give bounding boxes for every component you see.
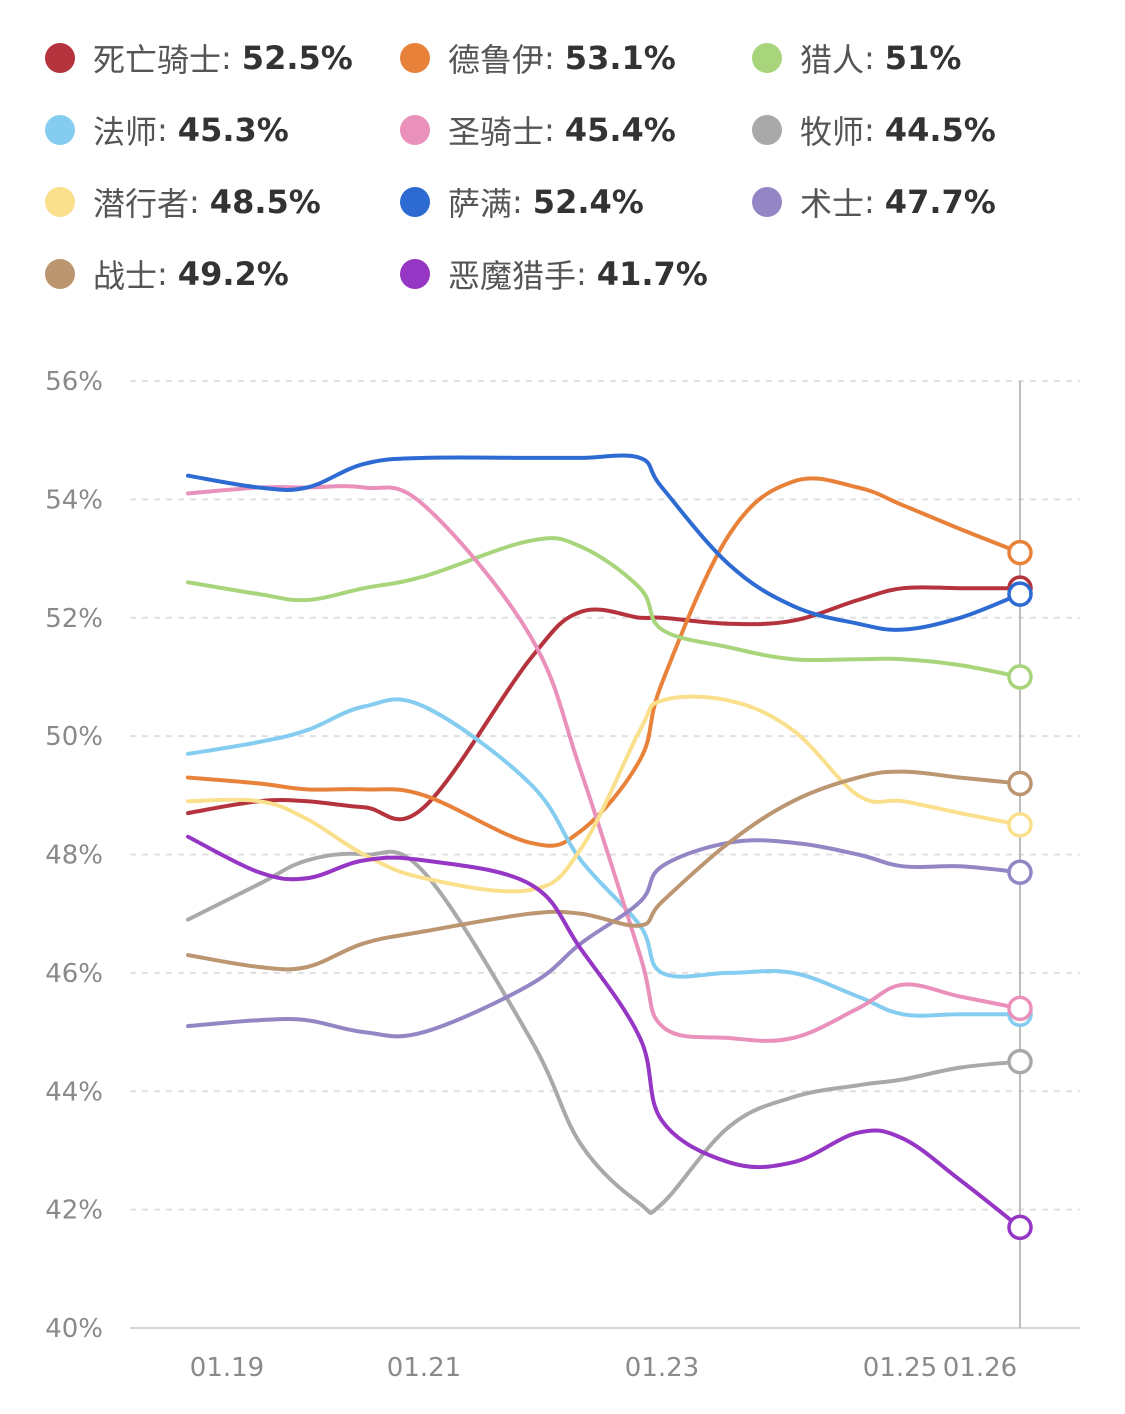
y-tick-label: 50% <box>45 722 103 752</box>
series-end-marker <box>1007 1214 1033 1241</box>
legend-separator: : <box>157 255 168 293</box>
series-end-marker <box>1007 859 1033 886</box>
series-end-marker <box>1007 770 1033 797</box>
legend-item: 恶魔猎手:41.7% <box>400 249 708 299</box>
series-line <box>186 769 1022 972</box>
series-end-marker <box>1007 1048 1033 1075</box>
legend-separator: : <box>864 111 875 149</box>
legend-item: 潜行者:48.5% <box>45 177 321 227</box>
legend-item: 死亡骑士:52.5% <box>45 33 353 83</box>
legend-series-value: 41.7% <box>596 255 708 293</box>
series-line <box>186 834 1022 1230</box>
legend-series-value: 45.4% <box>564 111 676 149</box>
series-line <box>186 694 1022 894</box>
legend-separator: : <box>157 111 168 149</box>
x-tick-label: 01.25 <box>863 1353 937 1383</box>
legend-item: 法师:45.3% <box>45 105 289 155</box>
x-tick-label: 01.26 <box>943 1353 1017 1383</box>
legend-series-name: 圣骑士 <box>448 113 545 151</box>
legend-series-value: 45.3% <box>177 111 289 149</box>
x-tick-label: 01.19 <box>190 1353 264 1383</box>
legend-series-value: 44.5% <box>884 111 996 149</box>
legend-marker <box>45 43 75 73</box>
y-tick-label: 52% <box>45 604 103 634</box>
y-tick-label: 44% <box>45 1077 103 1107</box>
legend-item: 战士:49.2% <box>45 249 289 299</box>
legend-series-value: 51% <box>884 39 962 77</box>
x-tick-label: 01.23 <box>625 1353 699 1383</box>
series-line <box>186 453 1022 632</box>
y-tick-label: 46% <box>45 959 103 989</box>
legend-marker <box>752 187 782 217</box>
legend-marker <box>45 187 75 217</box>
legend-item: 萨满:52.4% <box>400 177 644 227</box>
legend-separator: : <box>864 39 875 77</box>
x-tick-label: 01.21 <box>387 1353 461 1383</box>
series-end-marker <box>1007 581 1033 607</box>
legend-series-value: 52.4% <box>532 183 644 221</box>
legend-separator: : <box>544 111 555 149</box>
series-line <box>186 476 1022 848</box>
y-tick-label: 56% <box>45 367 103 397</box>
legend-marker <box>752 115 782 145</box>
series-end-marker <box>1007 995 1033 1022</box>
legend-series-name: 术士 <box>800 185 865 223</box>
legend-separator: : <box>864 183 875 221</box>
series-line <box>186 849 1022 1215</box>
legend-separator: : <box>576 255 587 293</box>
legend-item: 术士:47.7% <box>752 177 996 227</box>
legend-item: 牧师:44.5% <box>752 105 996 155</box>
y-tick-label: 40% <box>45 1314 103 1344</box>
series-end-marker <box>1007 812 1033 838</box>
legend-series-name: 法师 <box>93 113 158 151</box>
legend-series-value: 47.7% <box>884 183 996 221</box>
chart-legend: 死亡骑士:52.5% 德鲁伊:53.1% 猎人:51% 法师:45.3% 圣骑士:45.… <box>0 0 1125 320</box>
y-tick-label: 48% <box>45 841 103 871</box>
legend-series-name: 德鲁伊 <box>448 41 545 79</box>
legend-item: 猎人:51% <box>752 33 961 83</box>
legend-marker <box>45 259 75 289</box>
legend-series-name: 恶魔猎手 <box>448 257 577 295</box>
legend-marker <box>752 43 782 73</box>
legend-separator: : <box>512 183 523 221</box>
legend-series-name: 猎人 <box>800 41 865 79</box>
legend-series-value: 48.5% <box>209 183 321 221</box>
legend-separator: : <box>221 39 232 77</box>
series-end-marker <box>1007 664 1033 690</box>
legend-separator: : <box>544 39 555 77</box>
legend-marker <box>400 115 430 145</box>
series-line <box>186 536 1022 679</box>
legend-item: 德鲁伊:53.1% <box>400 33 676 83</box>
legend-marker <box>400 187 430 217</box>
series-end-marker <box>1007 539 1033 566</box>
legend-series-value: 52.5% <box>241 39 353 77</box>
series-line <box>186 838 1022 1039</box>
legend-marker <box>45 115 75 145</box>
series-line <box>186 585 1022 822</box>
legend-series-value: 49.2% <box>177 255 289 293</box>
y-tick-label: 42% <box>45 1196 103 1226</box>
line-chart: 40% 42% 44% 46% 48% 50% 52% 54% 56% 01.19 01.21 01.… <box>45 367 1080 1383</box>
legend-series-name: 死亡骑士 <box>93 41 222 79</box>
series-line <box>186 484 1022 1043</box>
legend-series-name: 萨满 <box>448 185 513 223</box>
legend-item: 圣骑士:45.4% <box>400 105 676 155</box>
legend-series-value: 53.1% <box>564 39 676 77</box>
y-tick-label: 54% <box>45 485 103 515</box>
legend-marker <box>400 43 430 73</box>
legend-series-name: 战士 <box>93 257 158 295</box>
legend-marker <box>400 259 430 289</box>
legend-series-name: 潜行者 <box>93 185 190 223</box>
legend-separator: : <box>189 183 200 221</box>
legend-series-name: 牧师 <box>800 113 865 151</box>
